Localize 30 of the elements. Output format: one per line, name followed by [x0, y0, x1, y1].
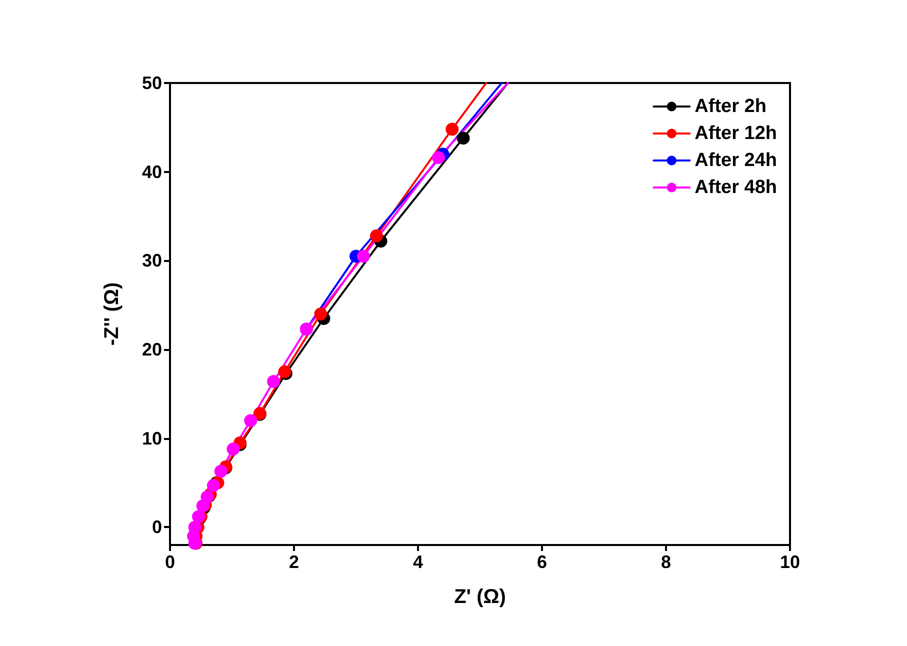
point — [267, 375, 280, 388]
point — [188, 520, 202, 534]
y-tick-label: 40 — [142, 162, 162, 182]
point — [356, 250, 370, 263]
point — [244, 414, 258, 428]
y-tick-label: 0 — [152, 517, 162, 538]
legend-label: After 24h — [694, 150, 778, 171]
point — [432, 151, 445, 164]
point — [206, 478, 220, 492]
x-tick-label: 2 — [288, 552, 300, 572]
point — [314, 308, 328, 320]
x-tick-label: 10 — [780, 552, 800, 572]
point — [214, 464, 228, 478]
x-tick-label: 4 — [412, 552, 424, 572]
x-axis-title: Z' (Ω) — [454, 586, 506, 608]
y-axis-title: -Z'' (Ω) — [101, 282, 123, 346]
point — [446, 122, 459, 136]
legend-label: After 2h — [694, 96, 766, 117]
point — [456, 132, 470, 145]
legend-label: After 48h — [694, 177, 778, 198]
x-tick-label: 8 — [660, 552, 672, 572]
legend-label: After 12h — [694, 123, 778, 144]
y-tick-label: 30 — [142, 250, 162, 271]
y-tick-label: 50 — [142, 73, 162, 93]
x-tick-label: 0 — [164, 552, 176, 572]
point — [226, 442, 240, 456]
y-tick-label: 10 — [142, 428, 162, 448]
point — [370, 229, 383, 242]
y-tick-label: 20 — [142, 340, 162, 360]
x-tick-label: 6 — [536, 552, 548, 572]
